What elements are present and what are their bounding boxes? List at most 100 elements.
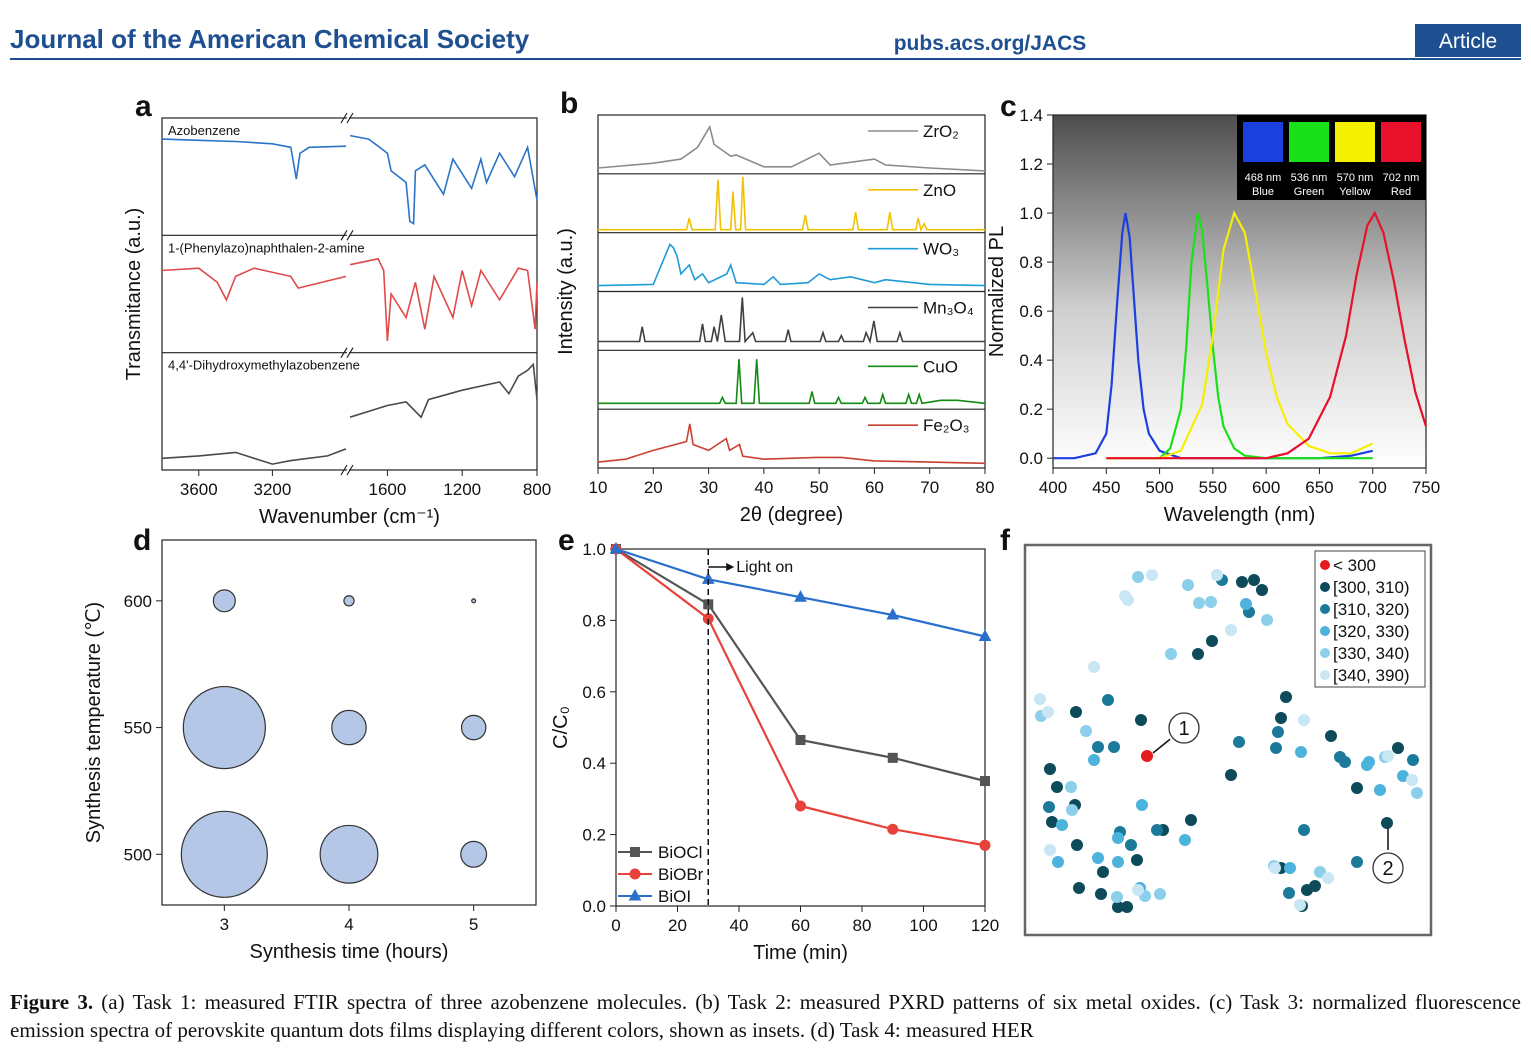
y-tick-label: 600 xyxy=(124,592,152,611)
scatter-point xyxy=(1095,888,1107,900)
y-tick-label: 0.8 xyxy=(582,611,606,630)
scatter-point xyxy=(1351,782,1363,794)
scatter-point xyxy=(1309,880,1321,892)
scatter-point xyxy=(1154,888,1166,900)
scatter-point xyxy=(1269,862,1281,874)
article-tag: Article xyxy=(1439,30,1497,53)
y-axis-label: Synthesis temperature (℃) xyxy=(83,602,105,843)
x-tick-label: 800 xyxy=(523,480,551,499)
x-tick-label: 20 xyxy=(644,478,663,497)
scatter-point xyxy=(1294,899,1306,911)
scatter-point xyxy=(1211,569,1223,581)
legend-marker xyxy=(630,847,640,857)
y-tick-label: 550 xyxy=(124,719,152,738)
x-tick-label: 450 xyxy=(1092,478,1120,497)
scatter-point xyxy=(1225,769,1237,781)
panel-label: d xyxy=(133,524,151,557)
bubble xyxy=(460,714,487,741)
legend-label: ZnO xyxy=(923,181,956,200)
panel-label: f xyxy=(1000,524,1011,557)
marker xyxy=(887,752,898,763)
scatter-point xyxy=(1185,814,1197,826)
axis-break-mark xyxy=(340,347,348,358)
journal-name: Journal of the American Chemical Society xyxy=(10,24,530,54)
y-axis-label: C/C₀ xyxy=(550,706,572,749)
scatter-point xyxy=(1182,579,1194,591)
marker xyxy=(609,541,623,554)
x-tick-label: 600 xyxy=(1252,478,1280,497)
scatter-point xyxy=(1044,844,1056,856)
x-axis-label: Wavenumber (cm⁻¹) xyxy=(259,506,440,528)
series-line xyxy=(161,362,538,465)
scatter-point xyxy=(1135,714,1147,726)
marker xyxy=(887,823,899,835)
y-tick-label: 0.6 xyxy=(1019,302,1043,321)
x-tick-label: 60 xyxy=(865,478,884,497)
series-line xyxy=(1106,210,1428,460)
legend-label: [330, 340) xyxy=(1333,644,1410,663)
x-tick-label: 650 xyxy=(1305,478,1333,497)
series-line xyxy=(598,359,986,405)
scatter-point xyxy=(1108,741,1120,753)
scatter-point xyxy=(1088,754,1100,766)
scatter-point xyxy=(1272,726,1284,738)
x-tick-label: 5 xyxy=(469,915,478,934)
scatter-point xyxy=(1298,824,1310,836)
series-line xyxy=(598,297,985,345)
legend-box xyxy=(1314,550,1426,688)
figure-page: Journal of the American Chemical Society… xyxy=(10,24,1521,964)
plot-frame xyxy=(161,117,538,471)
legend-marker xyxy=(1320,560,1330,570)
scatter-point xyxy=(1112,832,1124,844)
scatter-point xyxy=(1225,624,1237,636)
scatter-point xyxy=(1179,834,1191,846)
axis-break-mark xyxy=(340,464,348,476)
x-tick-label: 80 xyxy=(976,478,995,497)
scatter-point xyxy=(1248,574,1260,586)
scatter-point xyxy=(1111,891,1123,903)
legend-swatch xyxy=(1335,122,1375,162)
axis-break-mark xyxy=(346,230,354,241)
x-tick-label: 1600 xyxy=(368,480,406,499)
x-axis-label: Synthesis time (hours) xyxy=(250,941,449,963)
scatter-point xyxy=(1125,839,1137,851)
panel-label: c xyxy=(1000,90,1017,123)
legend-label: WO₃ xyxy=(923,240,959,259)
scatter-point xyxy=(1192,648,1204,660)
series-line xyxy=(597,124,986,172)
series-line xyxy=(161,257,538,341)
y-tick-label: 1.4 xyxy=(1019,106,1043,125)
legend-value: 570 nm xyxy=(1337,172,1374,184)
scatter-point xyxy=(1122,594,1134,606)
x-tick-label: 3600 xyxy=(180,480,218,499)
bubble xyxy=(471,598,477,604)
y-tick-label: 0.0 xyxy=(582,897,606,916)
scatter-point xyxy=(1381,817,1393,829)
y-tick-label: 0.4 xyxy=(1019,351,1043,370)
article-tag-box xyxy=(1415,24,1521,57)
bubble xyxy=(212,589,236,613)
bubble xyxy=(343,595,355,607)
scatter-point xyxy=(1092,852,1104,864)
legend-label: BiOI xyxy=(658,887,691,906)
marker xyxy=(980,776,990,787)
x-tick-label: 3 xyxy=(220,915,229,934)
legend-marker xyxy=(628,888,642,901)
scatter-point xyxy=(1034,693,1046,705)
marker xyxy=(795,734,806,745)
legend-label: Mn₃O₄ xyxy=(923,299,974,318)
x-tick-label: 10 xyxy=(589,478,608,497)
axis-break-mark xyxy=(346,464,354,476)
legend-label: Green xyxy=(1294,186,1325,198)
scatter-point xyxy=(1146,569,1158,581)
legend-label: Azobenzene xyxy=(168,123,240,138)
y-tick-label: 1.0 xyxy=(582,540,606,559)
series-line xyxy=(597,243,986,287)
x-tick-label: 1200 xyxy=(443,480,481,499)
series-line xyxy=(1106,210,1374,460)
scatter-point xyxy=(1233,736,1245,748)
legend-label: BiOBr xyxy=(658,865,704,884)
legend-value: 468 nm xyxy=(1245,172,1282,184)
scatter-point xyxy=(1151,824,1163,836)
scatter-point xyxy=(1042,706,1054,718)
